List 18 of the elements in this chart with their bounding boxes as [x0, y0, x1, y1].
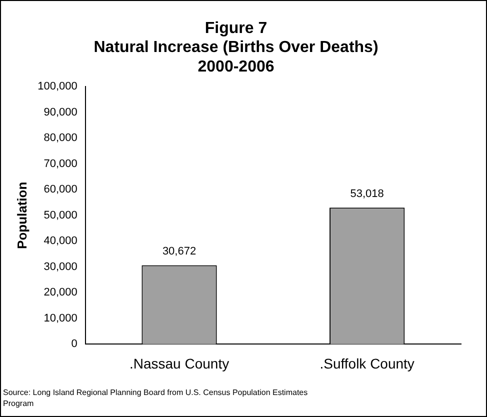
y-axis-title: Population	[14, 182, 30, 249]
y-tick-label: 60,000	[44, 184, 78, 196]
y-tick-label: 70,000	[44, 158, 78, 170]
y-tick-label: 0	[71, 338, 78, 350]
y-tick-label: 100,000	[38, 80, 78, 93]
data-label: 53,018	[350, 188, 384, 200]
x-tick-label: .Nassau County	[129, 355, 230, 372]
y-tick-label: 90,000	[44, 106, 78, 118]
y-tick-label: 40,000	[44, 235, 78, 248]
data-label: 30,672	[162, 246, 196, 258]
y-tick-label: 50,000	[44, 209, 78, 222]
source-note: Source: Long Island Regional Planning Board from U.S. Census Population Estimates Program	[3, 387, 309, 409]
y-tick-label: 30,000	[44, 260, 78, 273]
chart-title: Figure 7 Natural Increase (Births Over Deaths) 2000-2006	[94, 20, 378, 76]
y-tick-label: 80,000	[44, 132, 78, 144]
y-tick-label: 20,000	[44, 286, 78, 299]
x-tick-label: .Suffolk County	[320, 355, 414, 372]
y-tick-label: 10,000	[44, 312, 78, 324]
